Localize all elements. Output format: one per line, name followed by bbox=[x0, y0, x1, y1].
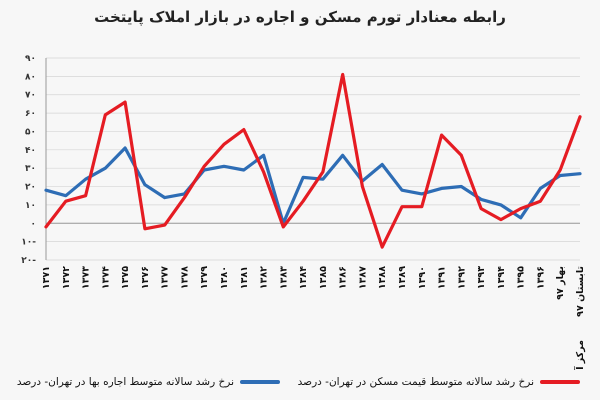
chart-title: رابطه معنادار تورم مسکن و اجاره در بازار… bbox=[94, 8, 506, 26]
x-tick-label: تابستان ۹۷ bbox=[575, 266, 586, 317]
x-tick-label: ۱۳۷۴ bbox=[100, 266, 111, 289]
x-tick-label: ۱۳۸۰ bbox=[219, 266, 230, 289]
price-growth-line bbox=[44, 72, 582, 249]
legend-swatch-price bbox=[540, 380, 580, 384]
y-tick-label: ۴۰ bbox=[25, 146, 36, 156]
legend: نرخ رشد سالانه متوسط قیمت مسکن در تهران-… bbox=[17, 372, 580, 394]
x-tick-label: ۱۳۸۵ bbox=[318, 266, 329, 289]
x-tick-label: ۱۳۸۱ bbox=[239, 266, 250, 289]
x-tick-label: ۱۳۹۶ bbox=[535, 266, 546, 289]
legend-item-rent: نرخ رشد سالانه متوسط اجاره بها در تهران-… bbox=[17, 376, 280, 388]
x-tick-label: ۱۳۸۷ bbox=[357, 266, 368, 289]
x-tick-label: ۱۳۹۲ bbox=[456, 266, 467, 289]
x-tick-label: ۱۳۸۹ bbox=[397, 266, 408, 289]
x-tick-label: ۱۳۸۴ bbox=[298, 266, 309, 289]
line-chart: ۹۰ ۸۰ ۷۰ ۶۰ ۵۰ ۴۰ ۳۰ ۲۰ ۱۰ ۰ ۱۰- ۲۰- ۱۳۷۱ ۱۳۷۲ ۱۳۷۳ ۱۳۷… bbox=[21, 54, 586, 370]
y-tick-label: ۲۰- bbox=[21, 256, 36, 266]
legend-swatch-rent bbox=[240, 380, 280, 384]
x-tick-label: ۱۳۷۹ bbox=[199, 266, 210, 289]
x-tick-label: ۱۳۸۲ bbox=[259, 266, 270, 289]
y-tick-label: ۷۰ bbox=[25, 91, 36, 101]
x-tick-label: ۱۳۷۵ bbox=[120, 266, 131, 289]
y-tick-label: ۱۰ bbox=[25, 201, 36, 211]
x-tick-label: ۱۳۷۱ bbox=[41, 266, 52, 289]
x-tick-label: ۱۳۸۶ bbox=[338, 266, 349, 289]
x-tick-label: بهار ۹۷ bbox=[555, 266, 566, 300]
y-tick-label: ۹۰ bbox=[25, 54, 36, 64]
x-tick-label: ۱۳۸۸ bbox=[377, 266, 388, 289]
legend-item-price: نرخ رشد سالانه متوسط قیمت مسکن در تهران-… bbox=[298, 376, 580, 388]
x-tick-label: ۱۳۹۳ bbox=[476, 266, 487, 289]
x-tick-label: ۱۳۹۵ bbox=[516, 266, 527, 289]
x-tick-label: ۱۳۷۳ bbox=[81, 266, 92, 289]
x-tick-label: ۱۳۷۸ bbox=[179, 266, 190, 289]
x-tick-label: ۱۳۷۲ bbox=[61, 266, 72, 289]
y-tick-label: ۲۰ bbox=[25, 183, 36, 193]
y-tick-label: ۶۰ bbox=[25, 109, 36, 119]
y-tick-label: ۳۰ bbox=[25, 164, 36, 174]
source-label: - مرکز آمار bbox=[573, 340, 586, 370]
y-tick-label: ۸۰ bbox=[25, 72, 36, 82]
x-tick-label: ۱۳۸۳ bbox=[278, 266, 289, 289]
legend-label-rent: نرخ رشد سالانه متوسط اجاره بها در تهران-… bbox=[16, 376, 234, 388]
y-tick-label: ۰ bbox=[31, 219, 37, 229]
x-tick-label: ۱۳۹۰ bbox=[417, 266, 428, 289]
x-tick-label: ۱۳۹۱ bbox=[437, 266, 448, 289]
legend-label-price: نرخ رشد سالانه متوسط قیمت مسکن در تهران-… bbox=[297, 376, 534, 388]
x-tick-label: ۱۳۹۴ bbox=[496, 266, 507, 289]
x-tick-label: ۱۳۷۷ bbox=[160, 266, 171, 289]
y-tick-label: ۱۰- bbox=[21, 238, 36, 248]
y-tick-label: ۵۰ bbox=[25, 127, 36, 137]
x-tick-label: ۱۳۷۶ bbox=[140, 266, 151, 289]
